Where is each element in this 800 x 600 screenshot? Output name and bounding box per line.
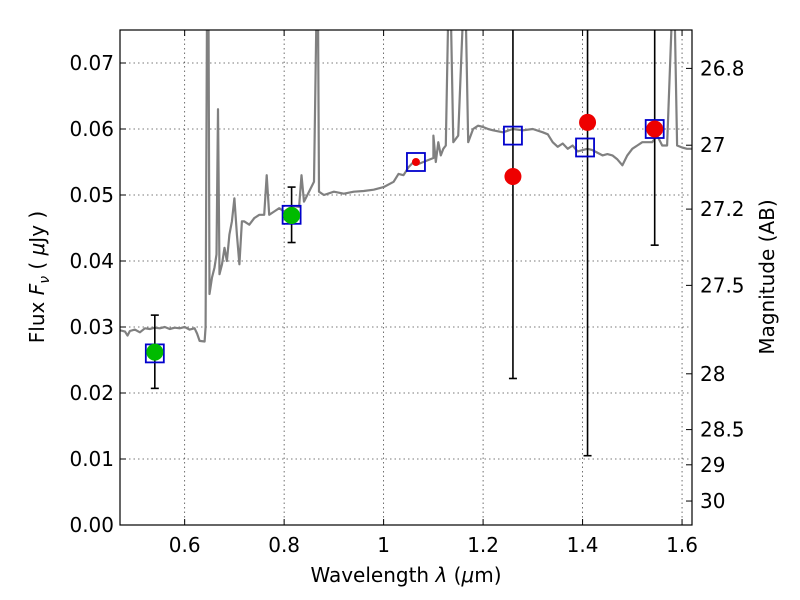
- data-point-marker: [283, 206, 301, 224]
- y-tick-label: 0.01: [69, 447, 114, 471]
- model-square-marker: [406, 152, 426, 172]
- y2-axis-label: Magnitude (AB): [755, 199, 779, 354]
- data-point-marker: [579, 113, 597, 131]
- x-axis-label: Wavelength λ (μm): [310, 563, 501, 587]
- axis-ticks: 0.6 0.8 1 1.2 1.4 1.6 0.00 0.01 0.02 0.03 0.04 0.05…: [69, 30, 745, 557]
- model-square-marker: [575, 137, 595, 158]
- plot-background: [120, 30, 692, 525]
- plot-area: [120, 30, 692, 343]
- y-tick-label: 0.05: [69, 183, 114, 207]
- x-tick-label: 0.6: [169, 533, 201, 557]
- x-tick-label: 1.2: [467, 533, 499, 557]
- data-point-marker: [646, 120, 664, 138]
- x-tick-label: 1: [377, 533, 390, 557]
- y2-tick-label: 27.5: [700, 273, 745, 297]
- y-tick-label: 0.06: [69, 117, 114, 141]
- y-tick-label: 0.02: [69, 381, 114, 405]
- y2-tick-label: 28.5: [700, 418, 745, 442]
- y-axis-label: Flux Fν ( μJy ): [25, 211, 53, 343]
- data-point-marker: [146, 343, 164, 361]
- y2-tick-label: 26.8: [700, 56, 745, 80]
- y2-tick-label: 28: [700, 362, 725, 386]
- y2-tick-label: 29: [700, 453, 725, 477]
- data-point-marker: [504, 168, 522, 186]
- x-tick-label: 0.8: [268, 533, 300, 557]
- grid-lines: [120, 30, 692, 525]
- y-tick-label: 0.04: [69, 249, 114, 273]
- y2-tick-label: 30: [700, 489, 725, 513]
- plot-frame: [119, 29, 693, 526]
- data-point-marker: [411, 158, 420, 166]
- model-square-marker: [503, 125, 523, 146]
- y-tick-label: 0.03: [69, 315, 114, 339]
- model-square-marker: [644, 119, 665, 139]
- y-tick-label: 0.07: [69, 51, 114, 75]
- y-tick-label: 0.00: [69, 513, 114, 537]
- x-tick-label: 1.6: [666, 533, 698, 557]
- y2-tick-label: 27: [700, 133, 725, 157]
- spectrum-line: [120, 30, 692, 343]
- error-bar-overlay: [144, 30, 665, 457]
- y2-tick-label: 27.2: [700, 197, 745, 221]
- x-tick-label: 1.4: [567, 533, 599, 557]
